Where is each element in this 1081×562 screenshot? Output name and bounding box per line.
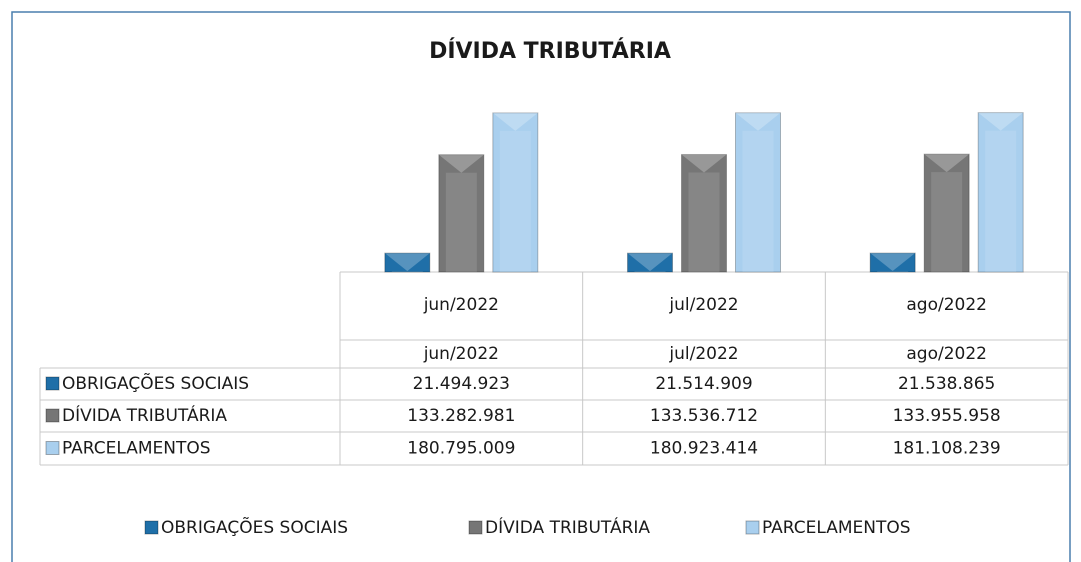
bar-bevel xyxy=(391,271,423,272)
table-header: jun/2022 xyxy=(423,344,499,364)
bar-bevel xyxy=(870,253,916,272)
bar-bevel xyxy=(931,172,963,272)
bar-bevel xyxy=(445,172,477,272)
chart-title: DÍVIDA TRIBUTÁRIA xyxy=(429,38,671,64)
bar-bevel xyxy=(681,154,727,173)
table-row-label: OBRIGAÇÕES SOCIAIS xyxy=(62,372,249,394)
table-header: jul/2022 xyxy=(668,344,738,364)
bar xyxy=(869,252,916,273)
legend-label: OBRIGAÇÕES SOCIAIS xyxy=(161,516,348,538)
bar-bevel xyxy=(742,130,774,272)
bar xyxy=(923,153,970,273)
x-tick-label: jul/2022 xyxy=(668,295,738,315)
table-cell: 180.795.009 xyxy=(407,439,515,459)
bar xyxy=(438,154,485,273)
legend-key xyxy=(468,520,483,535)
bar-bevel xyxy=(627,253,673,272)
legend-label: DÍVIDA TRIBUTÁRIA xyxy=(485,516,650,538)
bar-bevel xyxy=(384,253,430,272)
bar-bevel xyxy=(978,112,1024,131)
bar-bevel xyxy=(877,271,909,272)
legend-key xyxy=(45,408,60,423)
table-row-label: DÍVIDA TRIBUTÁRIA xyxy=(62,404,227,426)
table-cell: 181.108.239 xyxy=(893,439,1001,459)
legend-label: PARCELAMENTOS xyxy=(762,518,911,538)
bar-bevel xyxy=(985,130,1017,272)
legend-key xyxy=(745,520,760,535)
x-tick-label: jun/2022 xyxy=(423,295,499,315)
table-cell: 133.536.712 xyxy=(650,406,758,426)
bar xyxy=(627,252,673,273)
table-cell: 180.923.414 xyxy=(650,439,758,459)
chart-frame xyxy=(11,11,1071,562)
legend-key xyxy=(45,441,60,455)
table-cell: 133.955.958 xyxy=(893,406,1001,426)
bar xyxy=(384,252,431,273)
bar xyxy=(492,112,539,273)
table-cell: 21.514.909 xyxy=(655,374,752,394)
bar-bevel xyxy=(924,154,970,173)
bar-bevel xyxy=(492,112,538,131)
table-cell: 133.282.981 xyxy=(407,406,515,426)
table-cell: 21.538.865 xyxy=(898,374,995,394)
legend-key xyxy=(144,520,159,535)
x-tick-label: ago/2022 xyxy=(906,295,987,315)
bar xyxy=(681,153,727,273)
bar-bevel xyxy=(688,172,720,272)
bar-bevel xyxy=(438,154,484,173)
bar-bevel xyxy=(634,271,666,272)
bar xyxy=(977,112,1024,273)
bar xyxy=(735,112,781,273)
table-header: ago/2022 xyxy=(906,344,987,364)
table-cell: 21.494.923 xyxy=(413,374,510,394)
bar-bevel xyxy=(735,112,781,131)
bar-bevel xyxy=(499,130,531,272)
table-row-label: PARCELAMENTOS xyxy=(62,439,211,459)
legend-key xyxy=(45,376,60,391)
